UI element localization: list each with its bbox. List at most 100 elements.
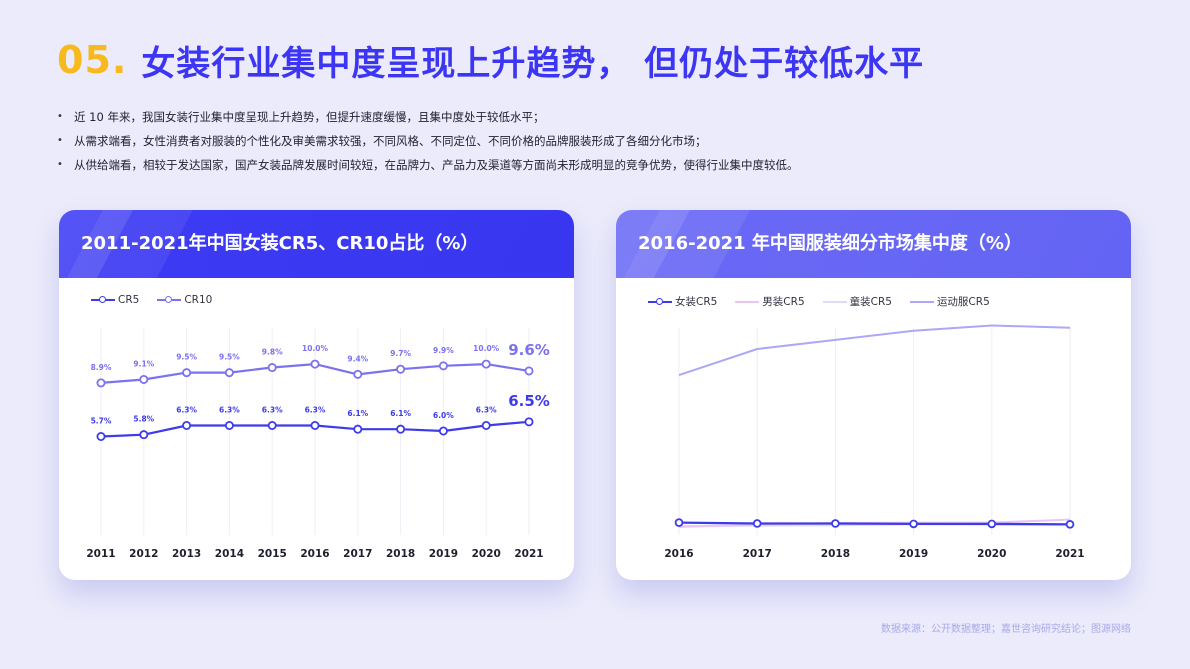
data-point: [396, 364, 406, 374]
data-label: 9.5%: [219, 353, 240, 362]
data-label: 9.7%: [390, 349, 411, 358]
data-point: [267, 420, 277, 430]
legend-line-icon: [648, 297, 672, 305]
x-tick-label: 2018: [386, 548, 415, 560]
data-label: 6.3%: [219, 406, 240, 415]
x-tick-label: 2014: [215, 548, 244, 560]
bullet-item: 近 10 年来，我国女装行业集中度呈现上升趋势，但提升速度缓慢，且集中度处于较低…: [57, 105, 1137, 129]
data-point: [987, 519, 997, 529]
chart-card-segments: 2016-2021 年中国服装细分市场集中度（%） 女装CR5 男装CR5 童装…: [616, 210, 1131, 580]
x-tick-label: 2016: [664, 548, 693, 560]
x-tick-label: 2011: [86, 548, 115, 560]
data-label: 10.0%: [473, 344, 500, 353]
data-point: [139, 374, 149, 384]
data-label: 9.6%: [508, 341, 550, 359]
x-tick-label: 2021: [1055, 548, 1084, 560]
chart-card-cr: 2011-2021年中国女装CR5、CR10占比（%） CR5 CR10 201…: [59, 210, 574, 580]
chart-plot: 2016 2017 2018 2019 2020 2021: [664, 324, 1085, 560]
data-point: [267, 363, 277, 373]
x-tick-label: 2012: [129, 548, 158, 560]
legend-label: CR10: [184, 294, 213, 306]
bullet-item: 从需求端看，女性消费者对服装的个性化及审美需求较强，不同风格、不同定位、不同价格…: [57, 129, 1137, 153]
x-tick-label: 2016: [300, 548, 329, 560]
legend-marker-icon: [99, 296, 106, 303]
data-label: 6.3%: [476, 406, 497, 415]
x-tick-label: 2019: [429, 548, 458, 560]
x-tick-label: 2015: [258, 548, 287, 560]
data-point: [182, 420, 192, 430]
data-label: 9.8%: [262, 348, 283, 357]
legend-label: 运动服CR5: [936, 296, 990, 308]
data-point: [481, 359, 491, 369]
data-label: 6.3%: [176, 406, 197, 415]
legend-label: 女装CR5: [675, 296, 718, 308]
data-label: 8.9%: [91, 363, 112, 372]
x-tick-label: 2021: [514, 548, 543, 560]
series-line-0: [678, 521, 1071, 526]
legend-item-sport: 运动服CR5: [909, 294, 990, 309]
data-point: [831, 519, 840, 528]
chart-title: 2016-2021 年中国服装细分市场集中度（%）: [638, 233, 1022, 254]
data-label: 9.5%: [176, 353, 197, 362]
legend-label: CR5: [118, 294, 140, 306]
data-point: [353, 424, 363, 434]
data-label: 9.9%: [433, 346, 454, 355]
data-point: [182, 368, 192, 378]
data-point: [224, 368, 234, 378]
data-point: [96, 378, 106, 388]
legend-marker-icon: [656, 297, 663, 305]
data-point: [481, 420, 491, 430]
legend-line-icon: [822, 300, 847, 303]
data-label: 5.8%: [133, 415, 154, 424]
data-label: 6.5%: [508, 392, 550, 410]
data-point: [310, 420, 320, 430]
legend-item-male: 男装CR5: [735, 294, 805, 309]
x-tick-label: 2017: [343, 548, 372, 560]
data-label: 9.1%: [133, 359, 154, 368]
source-note: 数据来源：公开数据整理；嘉世咨询研究结论；图源网络: [881, 624, 1131, 635]
x-tick-label: 2018: [821, 548, 850, 560]
data-point: [438, 426, 448, 436]
data-point: [353, 369, 363, 379]
bullet-list: 近 10 年来，我国女装行业集中度呈现上升趋势，但提升速度缓慢，且集中度处于较低…: [57, 105, 1137, 177]
x-tick-label: 2019: [899, 548, 928, 560]
legend-line-icon: [735, 300, 760, 303]
legend-marker-icon: [165, 296, 173, 303]
data-label: 6.1%: [390, 409, 411, 418]
legend-line-icon: [909, 300, 934, 303]
data-label: 6.3%: [305, 406, 326, 415]
chart-legend: CR5 CR10: [91, 294, 230, 306]
x-tick-label: 2013: [172, 548, 201, 560]
data-point: [96, 431, 106, 441]
data-label: 6.3%: [262, 406, 283, 415]
chart-card-header: 2016-2021 年中国服装细分市场集中度（%）: [616, 210, 1131, 278]
legend-item-kids: 童装CR5: [822, 294, 892, 309]
data-point: [674, 518, 684, 527]
data-point: [310, 359, 320, 369]
chart-plot: 2011 2012 2013 2014 2015 2016 2017 2018 2019 2020…: [86, 328, 550, 560]
x-tick-label: 2020: [977, 548, 1006, 560]
x-tick-label: 2020: [472, 548, 501, 560]
page-title: 女装行业集中度呈现上升趋势， 但仍处于较低水平: [141, 43, 925, 84]
series-line-3: [678, 324, 1071, 377]
x-tick-label: 2017: [743, 548, 772, 560]
data-point: [396, 424, 406, 434]
data-point: [224, 420, 234, 430]
chart-card-header: 2011-2021年中国女装CR5、CR10占比（%）: [59, 210, 574, 278]
data-point: [909, 519, 918, 529]
section-number: 05.: [57, 38, 128, 82]
legend-item-female: 女装CR5: [648, 294, 717, 309]
data-point: [139, 430, 149, 440]
legend-item-cr10: CR10: [157, 294, 212, 306]
legend-item-cr5: CR5: [91, 294, 139, 306]
page-header: 05. 女装行业集中度呈现上升趋势， 但仍处于较低水平: [57, 32, 924, 88]
data-point: [752, 519, 762, 528]
legend-line-icon: [157, 296, 182, 303]
legend-label: 童装CR5: [849, 296, 892, 308]
data-point: [524, 366, 534, 376]
data-label: 6.0%: [433, 411, 454, 420]
data-point: [524, 417, 534, 427]
chart-title: 2011-2021年中国女装CR5、CR10占比（%）: [81, 233, 479, 254]
data-label: 6.1%: [347, 409, 368, 418]
legend-line-icon: [91, 296, 115, 303]
